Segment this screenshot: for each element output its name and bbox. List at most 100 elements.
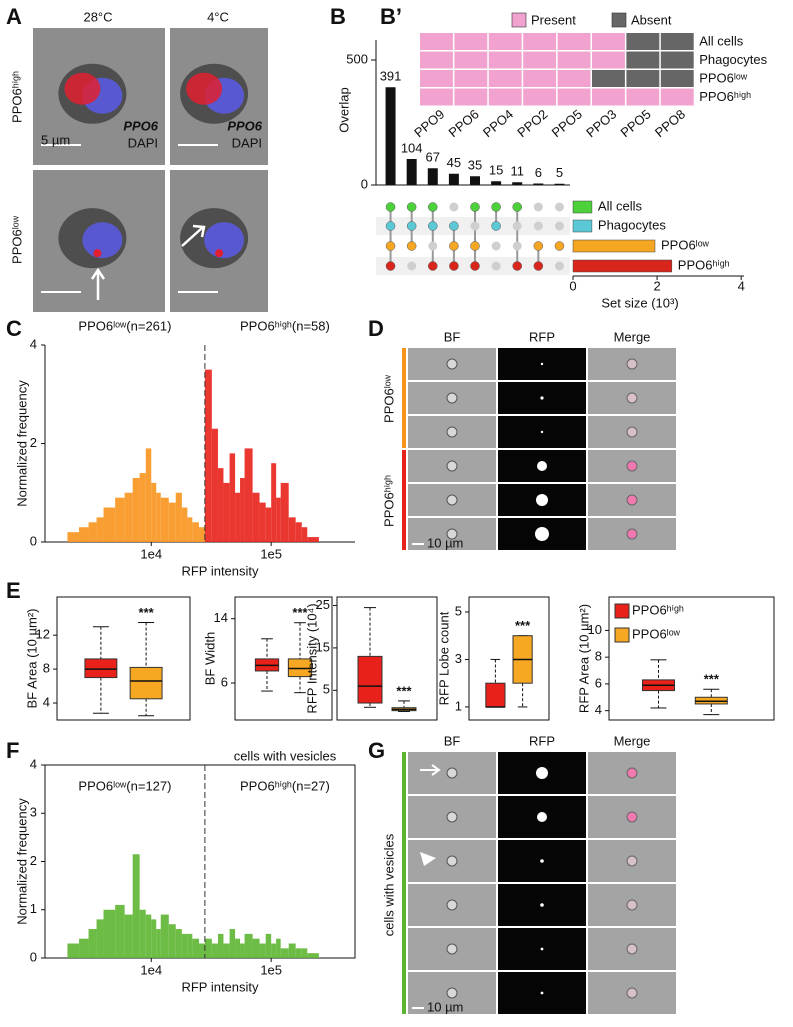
histogram-bar [96,517,104,542]
annotation: PPO6ʰⁱᵍʰ(n=58) [240,318,330,333]
rfp-spot [540,362,544,366]
histogram-bar [204,369,212,542]
column-label: PPO4 [480,106,516,140]
stain-label: PPO6 [123,118,158,133]
matrix-dot [512,241,522,251]
histogram-bar [198,527,205,542]
x-axis-label: Set size (10³) [601,295,678,310]
ppo6-signal [215,249,224,258]
column-header: Merge [614,329,651,344]
histogram-bar [301,527,308,542]
row-label: All cells [699,34,744,49]
nucleus [82,222,123,259]
cell [446,943,458,955]
value-label: 67 [426,150,440,165]
panel-letter: G [368,738,385,763]
histogram-bar [96,919,104,958]
annotation: PPO6ʰⁱᵍʰ(n=27) [240,778,330,793]
panel-letter: E [6,578,21,603]
histogram-bar [244,448,253,542]
box [357,655,383,704]
heat-cell [420,88,453,106]
heat-cell [523,33,557,50]
y-axis-label: BF Width [202,632,217,685]
legend-swatch [614,603,630,619]
scale-bar-label: 10 µm [427,535,463,550]
group-bar [402,752,406,1014]
histogram-bar [223,482,230,542]
bar [406,159,417,185]
rfp-spot [537,812,547,822]
significance: *** [396,683,412,698]
histogram-bar [301,948,308,958]
cell [446,899,458,911]
histogram-bar [151,482,157,542]
histogram-bar [265,933,272,958]
matrix-dot [554,241,565,251]
histogram-bar [145,448,152,542]
heat-cell [557,51,591,69]
arrow [181,224,206,247]
merge-cell [626,528,638,540]
y-tick-label: 3 [30,805,37,820]
group-bar [402,348,406,448]
matrix-dot [428,221,438,231]
arrowhead [420,852,436,866]
histogram-bar [88,522,97,542]
legend-swatch [511,12,527,28]
x-axis-label: RFP intensity [181,563,259,578]
y-tick-label: 4 [30,756,37,771]
group-label: cells with vesicles [381,833,396,936]
histogram-bar [156,929,161,958]
column-header: BF [444,733,461,748]
histogram-bar [280,482,289,542]
merge-cell [626,460,638,472]
bar [512,182,523,185]
histogram-bar [115,904,125,958]
matrix-dot [385,202,396,212]
rfp-spot [540,991,544,995]
legend-swatch [614,627,630,643]
bar [470,176,480,185]
heat-cell [557,33,591,50]
matrix-dot [449,221,459,231]
histogram-bar [244,933,253,958]
y-tick-label: 8 [595,649,602,664]
column-header: RFP [529,329,555,344]
histogram-bar [181,933,188,958]
y-tick-label: 0 [361,176,368,191]
histogram-bar [145,914,152,958]
matrix-dot [512,261,522,271]
histogram-bar [192,938,199,958]
matrix-dot [512,221,522,231]
histogram-bar [252,492,260,542]
y-axis-label: BF Area (10 µm²) [24,609,39,709]
histogram-bar [223,943,230,958]
histogram-bar [175,492,182,542]
histogram-bar [217,933,224,958]
y-axis-label: Overlap [336,87,351,133]
column-label: PPO6 [446,106,482,140]
heat-cell [454,33,488,50]
heat-cell [454,51,488,69]
histogram-bar [295,522,302,542]
annotation: PPO6ˡᵒʷ(n=127) [78,778,171,793]
heat-cell [488,70,522,87]
annotation: PPO6ˡᵒʷ(n=261) [78,318,171,333]
histogram-bar [124,492,133,542]
value-label: 11 [510,164,524,179]
matrix-dot [385,261,396,271]
histogram-bar [217,468,224,542]
matrix-dot [406,221,417,231]
rfp-spot [540,396,544,400]
frame [468,596,550,721]
matrix-dot [533,241,544,251]
histogram-bar [198,943,205,958]
y-axis-label: Normalized frequency [14,798,29,925]
chart-title: cells with vesicles [234,748,337,763]
heat-cell [626,88,660,106]
y-axis-label: Normalized frequency [14,380,29,507]
y-axis-label: RFP Intensity (10⁴) [304,603,319,713]
matrix-dot [491,202,501,212]
